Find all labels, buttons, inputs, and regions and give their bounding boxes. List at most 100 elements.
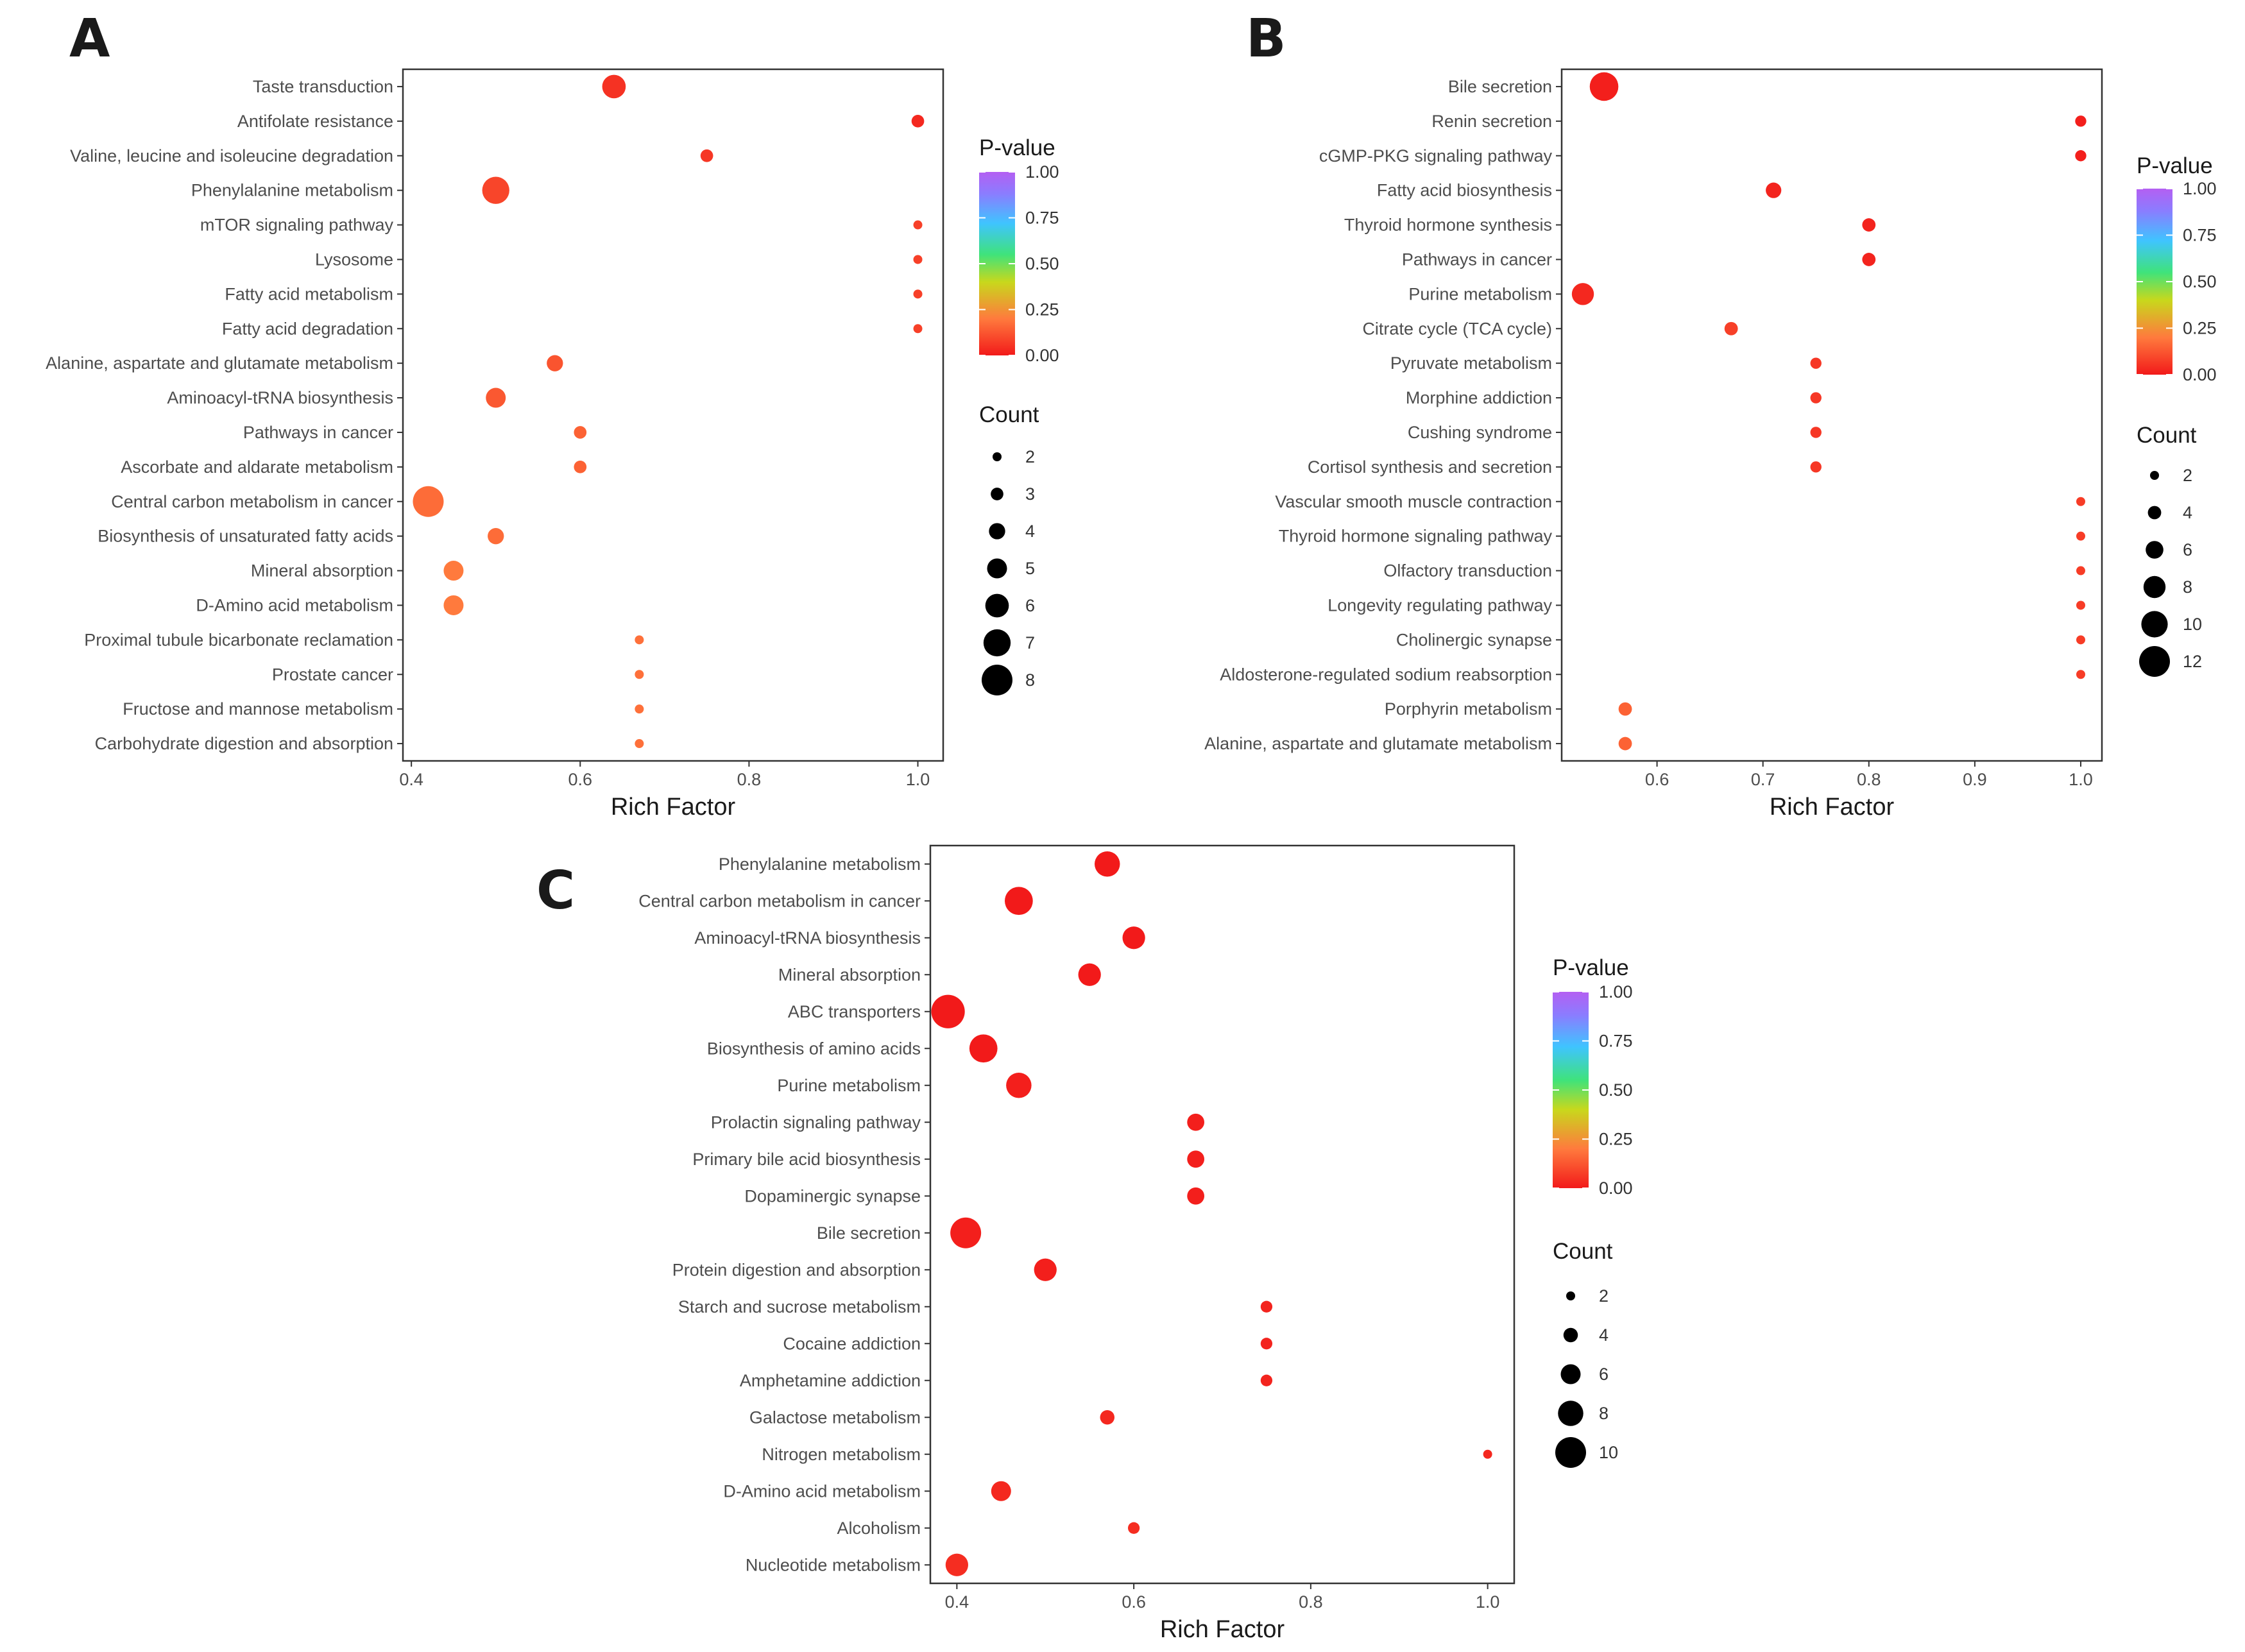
data-point-ascorbate-and-aldarate-metabolism <box>574 461 587 473</box>
category-label-cortisol-synthesis-and-secretion: Cortisol synthesis and secretion <box>1308 457 1552 477</box>
x-tick-label: 0.6 <box>568 770 593 789</box>
plot-frame <box>1560 68 2103 762</box>
data-point-porphyrin-metabolism <box>1618 702 1632 716</box>
count-legend-label: 5 <box>1025 559 1035 578</box>
data-point-antifolate-resistance <box>911 115 925 128</box>
data-point-aminoacyl-trna-biosynthesis <box>1122 926 1145 949</box>
data-point-carbohydrate-digestion-and-absorption <box>635 739 644 749</box>
count-legend-title: Count <box>2137 423 2197 448</box>
pvalue-legend-title: P-value <box>979 135 1055 160</box>
pvalue-legend-label: 0.75 <box>2183 226 2217 245</box>
count-legend-dot <box>2150 471 2159 480</box>
panel-letter: C <box>536 860 575 921</box>
category-label-bile-secretion: Bile secretion <box>817 1223 921 1243</box>
data-point-renin-secretion <box>2075 115 2087 127</box>
category-label-aldosterone-regulated-sodium-reabsorption: Aldosterone-regulated sodium reabsorptio… <box>1220 665 1552 684</box>
data-point-mineral-absorption <box>443 561 464 581</box>
pvalue-legend-label: 0.00 <box>1599 1179 1633 1198</box>
data-point-purine-metabolism <box>1006 1073 1032 1098</box>
pvalue-legend-title: P-value <box>1553 955 1629 980</box>
count-legend-label: 8 <box>2183 577 2192 597</box>
category-label-renin-secretion: Renin secretion <box>1431 112 1552 131</box>
data-point-olfactory-transduction <box>2076 566 2085 575</box>
data-point-valine-leucine-and-isoleucine-degradation <box>700 149 713 162</box>
category-label-cgmp-pkg-signaling-pathway: cGMP-PKG signaling pathway <box>1319 146 1553 166</box>
data-point-prolactin-signaling-pathway <box>1187 1113 1205 1131</box>
category-label-antifolate-resistance: Antifolate resistance <box>237 112 393 131</box>
category-label-purine-metabolism: Purine metabolism <box>777 1076 921 1095</box>
plot-frame <box>402 68 944 762</box>
category-label-morphine-addiction: Morphine addiction <box>1406 388 1552 407</box>
count-legend-dot <box>2141 611 2168 638</box>
count-legend-dot <box>1560 1364 1581 1384</box>
count-legend-label: 3 <box>1025 484 1035 504</box>
count-legend-dot <box>1558 1401 1583 1426</box>
count-legend-dot <box>2143 575 2166 599</box>
data-point-d-amino-acid-metabolism <box>991 1481 1011 1501</box>
category-label-alcoholism: Alcoholism <box>837 1519 921 1538</box>
data-point-phenylalanine-metabolism <box>1095 851 1120 877</box>
category-label-cocaine-addiction: Cocaine addiction <box>783 1334 921 1353</box>
category-label-nitrogen-metabolism: Nitrogen metabolism <box>762 1445 921 1464</box>
count-legend-dot <box>2147 506 2162 520</box>
category-label-primary-bile-acid-biosynthesis: Primary bile acid biosynthesis <box>692 1150 921 1169</box>
category-label-valine-leucine-and-isoleucine-degradation: Valine, leucine and isoleucine degradati… <box>70 146 393 166</box>
count-legend-dot <box>989 523 1005 540</box>
pvalue-legend-label: 0.75 <box>1599 1032 1633 1051</box>
category-label-thyroid-hormone-synthesis: Thyroid hormone synthesis <box>1344 216 1552 235</box>
category-label-purine-metabolism: Purine metabolism <box>1408 284 1552 303</box>
pvalue-legend-label: 0.50 <box>1599 1080 1633 1100</box>
data-point-lysosome <box>913 255 923 264</box>
count-legend-label: 6 <box>1599 1365 1609 1384</box>
data-point-d-amino-acid-metabolism <box>443 595 464 615</box>
data-point-cholinergic-synapse <box>2076 635 2085 645</box>
category-label-proximal-tubule-bicarbonate-reclamation: Proximal tubule bicarbonate reclamation <box>84 630 393 649</box>
panel-letter: A <box>69 8 110 69</box>
category-label-cholinergic-synapse: Cholinergic synapse <box>1396 630 1552 649</box>
category-label-olfactory-transduction: Olfactory transduction <box>1383 561 1552 581</box>
category-label-citrate-cycle-tca-cycle: Citrate cycle (TCA cycle) <box>1362 319 1552 338</box>
pvalue-legend-label: 1.00 <box>2183 179 2217 198</box>
data-point-thyroid-hormone-signaling-pathway <box>2076 531 2085 541</box>
data-point-biosynthesis-of-unsaturated-fatty-acids <box>488 527 504 545</box>
pvalue-legend-label: 0.00 <box>1025 346 1059 365</box>
data-point-biosynthesis-of-amino-acids <box>969 1034 998 1063</box>
x-tick-label: 0.4 <box>945 1592 969 1612</box>
data-point-proximal-tubule-bicarbonate-reclamation <box>635 635 644 645</box>
data-point-bile-secretion <box>1589 72 1619 101</box>
panel-a: A Taste transduction Antifolate resistance… <box>46 8 1059 821</box>
pvalue-legend-label: 0.50 <box>2183 272 2217 291</box>
category-label-prolactin-signaling-pathway: Prolactin signaling pathway <box>711 1112 921 1132</box>
count-legend-label: 2 <box>1599 1286 1609 1306</box>
count-legend-title: Count <box>1553 1239 1613 1264</box>
pvalue-legend-label: 0.50 <box>1025 254 1059 273</box>
category-label-d-amino-acid-metabolism: D-Amino acid metabolism <box>196 595 393 615</box>
data-point-central-carbon-metabolism-in-cancer <box>413 486 444 517</box>
data-point-citrate-cycle-tca-cycle <box>1724 321 1738 336</box>
pvalue-legend-label: 0.75 <box>1025 209 1059 228</box>
count-legend-label: 12 <box>2183 652 2202 671</box>
category-label-taste-transduction: Taste transduction <box>253 77 393 96</box>
category-label-abc-transporters: ABC transporters <box>788 1002 921 1021</box>
panel-b: B Bile secretion Renin secretion cGMP-PKG s… <box>1204 8 2216 821</box>
x-tick-label: 0.6 <box>1645 770 1669 789</box>
data-point-pathways-in-cancer <box>574 426 587 439</box>
data-point-alanine-aspartate-and-glutamate-metabolism <box>1618 737 1632 751</box>
data-point-cgmp-pkg-signaling-pathway <box>2075 150 2087 162</box>
pvalue-legend-label: 0.25 <box>2183 319 2217 338</box>
count-legend-label: 7 <box>1025 633 1035 652</box>
data-point-mtor-signaling-pathway <box>913 220 923 230</box>
pvalue-legend-label: 0.25 <box>1599 1130 1633 1149</box>
count-legend-dot <box>983 629 1011 657</box>
pvalue-legend-label: 1.00 <box>1599 982 1633 1001</box>
category-label-dopaminergic-synapse: Dopaminergic synapse <box>744 1186 921 1205</box>
x-tick-label: 0.8 <box>1857 770 1881 789</box>
data-point-bile-secretion <box>950 1217 982 1248</box>
count-legend-dot <box>1563 1327 1578 1343</box>
data-point-fructose-and-mannose-metabolism <box>635 704 644 714</box>
category-label-vascular-smooth-muscle-contraction: Vascular smooth muscle contraction <box>1275 492 1552 511</box>
count-legend-label: 2 <box>2183 466 2192 485</box>
count-legend-dot <box>1555 1437 1586 1468</box>
category-label-amphetamine-addiction: Amphetamine addiction <box>740 1371 921 1390</box>
category-label-mineral-absorption: Mineral absorption <box>251 561 393 581</box>
